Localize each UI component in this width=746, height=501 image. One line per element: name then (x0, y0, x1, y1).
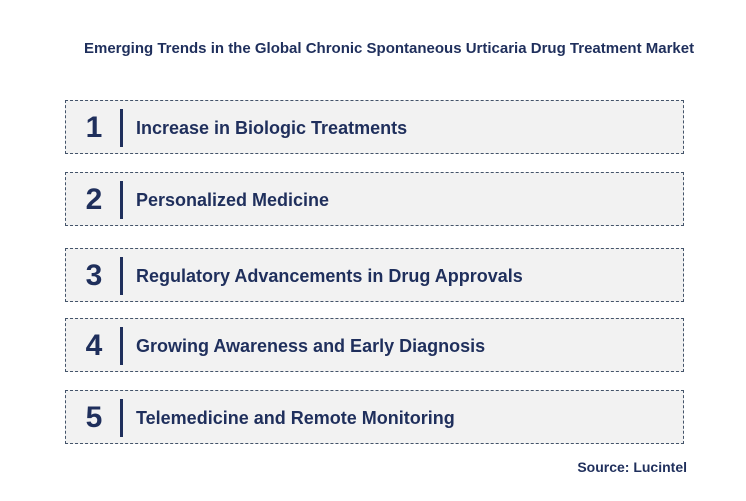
trend-divider (120, 399, 123, 437)
trend-label: Growing Awareness and Early Diagnosis (136, 336, 486, 356)
trend-item-3: 3 Regulatory Advancements in Drug Approv… (65, 248, 684, 302)
trend-label: Regulatory Advancements in Drug Approval… (136, 266, 523, 286)
trend-item-5: 5 Telemedicine and Remote Monitoring (65, 390, 684, 444)
trend-number: 3 (85, 259, 103, 292)
page-title: Emerging Trends in the Global Chronic Sp… (84, 40, 695, 57)
trend-divider (120, 181, 123, 219)
trend-divider (120, 327, 123, 365)
trend-item-1: 1 Increase in Biologic Treatments (65, 100, 684, 154)
trend-label: Increase in Biologic Treatments (136, 118, 408, 138)
trend-number: 2 (85, 183, 103, 216)
trend-label: Telemedicine and Remote Monitoring (136, 408, 455, 428)
trend-number: 4 (85, 329, 103, 362)
source-credit: Source: Lucintel (577, 459, 687, 475)
trend-item-2: 2 Personalized Medicine (65, 172, 684, 226)
trend-number: 5 (85, 401, 103, 434)
trend-divider (120, 109, 123, 147)
trend-label: Personalized Medicine (136, 190, 330, 210)
trend-divider (120, 257, 123, 295)
trend-item-4: 4 Growing Awareness and Early Diagnosis (65, 318, 684, 372)
trend-number: 1 (85, 111, 103, 144)
